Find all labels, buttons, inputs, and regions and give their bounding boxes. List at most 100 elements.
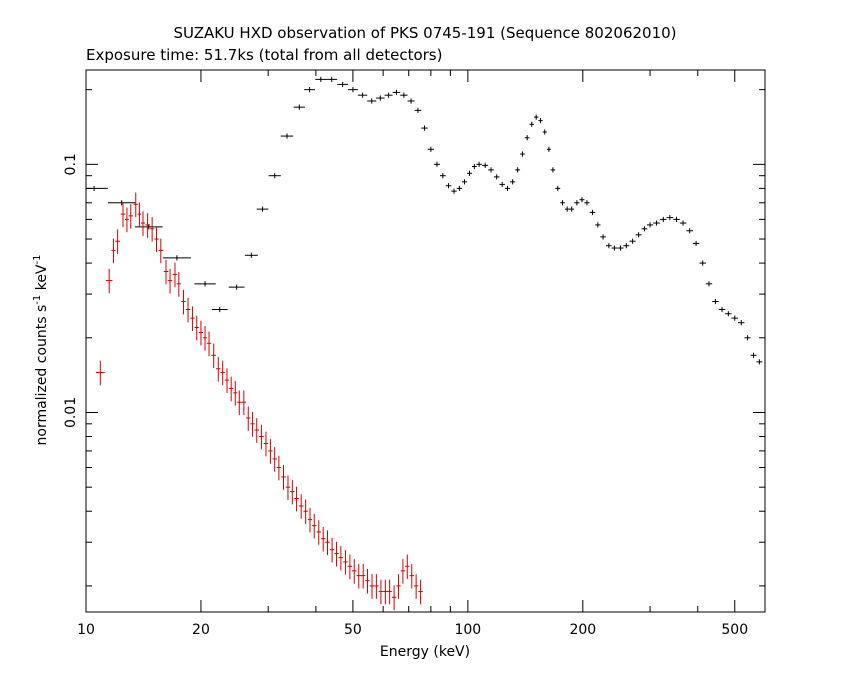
data-point [712,298,719,305]
data-point [471,163,477,170]
data-point [337,81,348,87]
data-point [653,220,660,226]
data-point [95,360,105,386]
series-1 [95,192,423,611]
data-point [290,479,295,505]
data-point [641,226,648,232]
data-point [111,238,116,264]
data-point [256,206,269,212]
data-point [216,357,221,382]
data-point [407,98,415,104]
data-point [705,281,713,287]
data-point [246,406,251,431]
data-point [374,574,379,599]
data-point [409,563,414,589]
data-point [185,297,191,323]
data-point [629,238,636,244]
data-point [699,260,706,266]
data-point [550,167,556,173]
data-point [623,243,630,249]
data-point [383,579,388,605]
data-point [427,146,434,152]
data-point [361,563,366,589]
data-point [546,146,551,152]
data-point [181,289,186,315]
data-point [589,209,596,216]
x-axis-label: Energy (keV) [380,644,470,660]
data-point [281,465,286,490]
data-point [294,486,299,512]
chart-title: SUZAKU HXD observation of PKS 0745-191 (… [173,24,676,42]
data-point [731,315,738,321]
data-point [611,245,618,251]
data-point [617,245,624,251]
data-point [414,107,422,113]
data-point [413,574,419,599]
data-point [574,200,580,206]
data-point [298,494,304,519]
data-point [120,202,126,227]
y-tick-label: 0.01 [63,397,79,428]
data-point [285,475,291,501]
data-point [241,390,247,416]
data-point [357,92,368,98]
y-tick-label: 0.1 [63,153,79,175]
data-point [190,306,195,331]
x-axis-tick-labels: 10 20 50 100 200 500 [77,622,748,638]
y-axis-ticks [86,89,765,587]
data-point [600,234,606,240]
data-point [228,284,245,290]
data-point [467,170,472,176]
data-point [206,331,212,357]
data-point [499,181,505,188]
data-point [137,202,142,227]
data-point [140,211,146,236]
data-point [254,418,259,443]
data-point [250,412,255,437]
data-point [149,216,155,242]
data-point [272,447,277,472]
data-point [352,559,357,584]
data-point [584,200,590,206]
data-point [315,76,327,82]
data-point [86,185,108,191]
data-point [128,204,133,229]
data-point [163,259,169,285]
data-point [244,252,258,258]
data-point [176,272,181,297]
data-point [378,579,384,605]
data-point [451,188,457,194]
data-point [391,585,397,611]
data-point [579,197,585,203]
data-point [268,439,273,464]
data-point [133,192,138,218]
data-point [421,125,428,131]
data-point [504,185,511,191]
data-point [493,174,500,180]
data-point [569,206,575,212]
data-point [365,568,370,594]
y-axis-label-main: normalized counts s [34,305,50,446]
x-tick-label: 200 [569,622,596,638]
data-point [538,118,543,124]
data-point [329,537,335,563]
data-point [756,359,763,365]
x-axis-ticks [85,70,766,612]
data-point [334,541,339,567]
data-point [347,554,353,580]
data-point [433,161,440,167]
data-point [105,268,113,294]
data-point [445,183,452,189]
data-point [162,255,191,261]
data-point [400,559,406,584]
data-point [304,87,315,93]
data-point [387,579,392,605]
data-point [529,121,535,127]
x-tick-label: 500 [721,622,748,638]
data-point [211,343,217,369]
data-point [108,200,136,206]
data-point [172,262,178,288]
data-point [312,513,317,539]
data-point [316,520,322,545]
